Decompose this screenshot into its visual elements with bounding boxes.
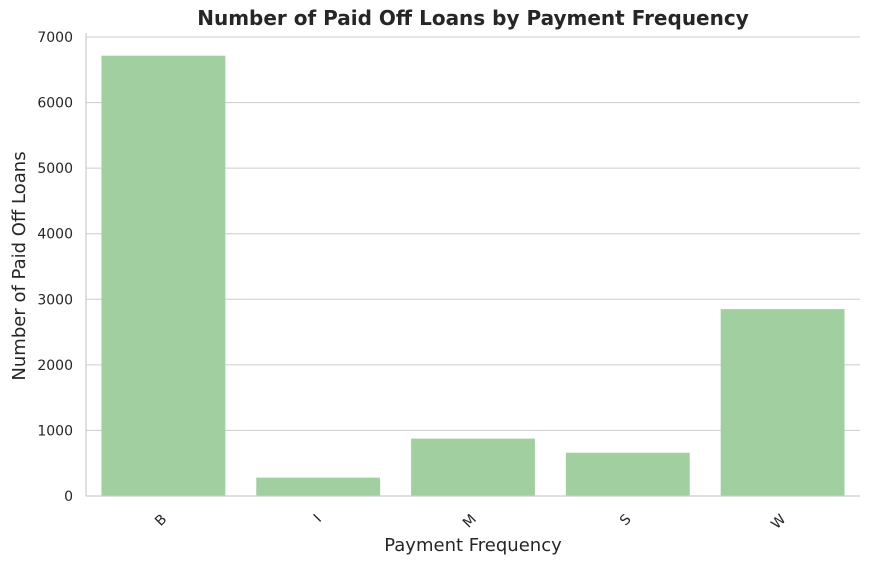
- y-tick-label: 5000: [37, 161, 73, 177]
- bar-m: [411, 438, 535, 496]
- x-tick-label: W: [768, 511, 789, 532]
- bar-b: [101, 55, 226, 496]
- x-tick-label: B: [152, 512, 170, 530]
- y-tick-label: 0: [64, 489, 73, 505]
- x-tick-label: S: [617, 511, 635, 529]
- y-tick-label: 7000: [37, 30, 73, 46]
- bars: [101, 55, 845, 496]
- y-tick-label: 1000: [37, 423, 73, 439]
- x-tick-label: M: [460, 512, 480, 532]
- bar-w: [720, 309, 845, 496]
- y-tick-label: 3000: [37, 292, 73, 308]
- y-axis-label: Number of Paid Off Loans: [9, 151, 30, 380]
- y-tick-label: 4000: [37, 227, 73, 243]
- x-tick-label: I: [311, 512, 325, 526]
- bar-i: [256, 477, 381, 496]
- bar-s: [565, 452, 690, 496]
- x-axis-label: Payment Frequency: [384, 535, 562, 556]
- y-tick-label: 6000: [37, 96, 73, 112]
- y-tick-label: 2000: [37, 358, 73, 374]
- chart-title: Number of Paid Off Loans by Payment Freq…: [197, 6, 749, 30]
- axis-spines: [85, 33, 860, 497]
- y-tick-labels: 0 1000 2000 3000 4000 5000 6000 7000: [37, 30, 73, 505]
